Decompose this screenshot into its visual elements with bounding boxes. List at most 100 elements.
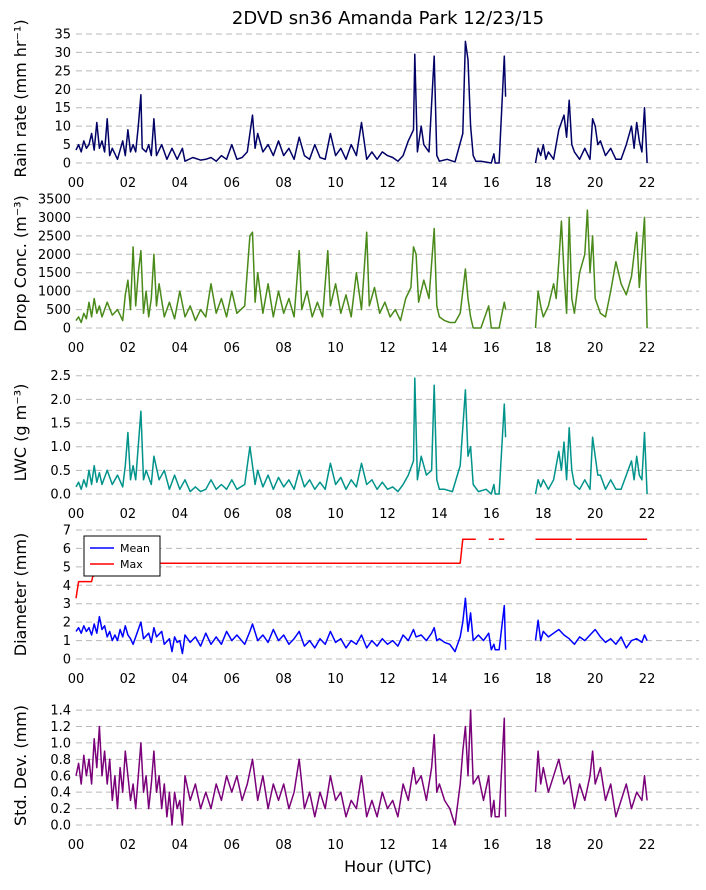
y-tick-label: 1.2 bbox=[50, 720, 71, 735]
y-tick-label: 4 bbox=[63, 579, 71, 594]
y-tick-label: 0.5 bbox=[50, 464, 71, 479]
series-line-5 bbox=[75, 709, 507, 826]
x-tick-label: 04 bbox=[172, 341, 189, 356]
y-tick-label: 2.5 bbox=[50, 369, 71, 384]
y-tick-label: 7 bbox=[63, 524, 71, 539]
series-line-1 bbox=[534, 99, 648, 164]
y-axis-label: Diameter (mm) bbox=[11, 533, 30, 656]
x-tick-label: 06 bbox=[223, 838, 240, 853]
y-tick-label: 15 bbox=[54, 101, 71, 116]
x-tick-label: 06 bbox=[223, 341, 240, 356]
y-tick-label: 1000 bbox=[38, 285, 71, 300]
x-tick-label: 18 bbox=[535, 672, 552, 687]
y-tick-label: 6 bbox=[63, 542, 71, 557]
x-tick-label: 00 bbox=[68, 507, 85, 522]
x-axis-label: Hour (UTC) bbox=[344, 857, 432, 876]
y-tick-label: 2.0 bbox=[50, 393, 71, 408]
y-tick-label: 10 bbox=[54, 120, 71, 135]
x-tick-label: 16 bbox=[483, 341, 500, 356]
chart-title: 2DVD sn36 Amanda Park 12/23/15 bbox=[232, 8, 544, 29]
series-line-5 bbox=[534, 750, 648, 818]
series-line-1 bbox=[75, 40, 507, 164]
panel-5: 0.0 0.20.4 0.60.8 1.01.21.4 00 02 04 06 08 10 12 14… bbox=[11, 704, 699, 853]
y-tick-label: 0.2 bbox=[50, 802, 71, 817]
x-tick-label: 18 bbox=[535, 838, 552, 853]
x-tick-label: 12 bbox=[379, 672, 396, 687]
y-tick-label: 0 bbox=[63, 322, 71, 337]
y-axis-label: Rain rate (mm hr⁻¹) bbox=[11, 19, 30, 177]
panel-3: 0.0 0.5 1.0 1.5 2.0 2.5 00 02 04 06 08 10 12 14 16 18 20… bbox=[11, 369, 699, 522]
x-tick-label: 00 bbox=[68, 672, 85, 687]
x-tick-label: 16 bbox=[483, 176, 500, 191]
y-tick-label: 1.0 bbox=[50, 440, 71, 455]
y-tick-label: 2 bbox=[63, 616, 71, 631]
x-tick-label: 08 bbox=[275, 176, 292, 191]
x-tick-label: 02 bbox=[120, 176, 137, 191]
y-tick-label: 35 bbox=[54, 28, 71, 43]
x-tick-label: 00 bbox=[68, 341, 85, 356]
y-tick-label: 0.0 bbox=[50, 488, 71, 503]
x-tick-label: 10 bbox=[327, 672, 344, 687]
y-tick-label: 5 bbox=[63, 138, 71, 153]
x-tick-label: 02 bbox=[120, 507, 137, 522]
x-tick-label: 12 bbox=[379, 341, 396, 356]
x-tick-label: 18 bbox=[535, 341, 552, 356]
y-tick-label: 1.5 bbox=[50, 417, 71, 432]
x-tick-label: 16 bbox=[483, 672, 500, 687]
x-tick-label: 14 bbox=[431, 176, 448, 191]
y-tick-label: 25 bbox=[54, 64, 71, 79]
y-tick-label: 5 bbox=[63, 560, 71, 575]
x-tick-label: 10 bbox=[327, 341, 344, 356]
x-tick-label: 18 bbox=[535, 176, 552, 191]
y-tick-label: 0 bbox=[63, 157, 71, 172]
x-tick-label: 22 bbox=[639, 341, 656, 356]
x-tick-label: 20 bbox=[587, 672, 604, 687]
x-tick-label: 00 bbox=[68, 176, 85, 191]
y-tick-label: 30 bbox=[54, 46, 71, 61]
x-tick-label: 06 bbox=[223, 672, 240, 687]
x-tick-label: 00 bbox=[68, 838, 85, 853]
y-tick-label: 1.4 bbox=[50, 704, 71, 719]
x-tick-label: 10 bbox=[327, 507, 344, 522]
x-tick-label: 20 bbox=[587, 341, 604, 356]
x-tick-label: 08 bbox=[275, 341, 292, 356]
y-tick-label: 3 bbox=[63, 597, 71, 612]
x-tick-label: 12 bbox=[379, 507, 396, 522]
panel-1: 0 5 10 15 20 25 30 35 00 02 04 06 08 10 12 14 16 18 20 22 Ra… bbox=[11, 19, 699, 191]
series-line-3 bbox=[534, 427, 648, 495]
series-line-2 bbox=[75, 227, 507, 329]
y-tick-label: 3000 bbox=[38, 211, 71, 226]
y-axis-label: Drop Conc. (m⁻³) bbox=[11, 195, 30, 332]
y-tick-label: 0 bbox=[63, 653, 71, 668]
x-tick-label: 08 bbox=[275, 507, 292, 522]
x-tick-label: 04 bbox=[172, 672, 189, 687]
x-tick-label: 14 bbox=[431, 507, 448, 522]
x-tick-label: 12 bbox=[379, 838, 396, 853]
y-tick-label: 3500 bbox=[38, 193, 71, 208]
x-tick-label: 16 bbox=[483, 507, 500, 522]
y-tick-label: 0.6 bbox=[50, 769, 71, 784]
x-tick-label: 20 bbox=[587, 838, 604, 853]
y-tick-label: 1500 bbox=[38, 266, 71, 281]
x-tick-label: 22 bbox=[639, 838, 656, 853]
x-tick-label: 08 bbox=[275, 838, 292, 853]
x-tick-label: 14 bbox=[431, 838, 448, 853]
x-tick-label: 20 bbox=[587, 507, 604, 522]
x-tick-label: 14 bbox=[431, 672, 448, 687]
y-tick-label: 0.0 bbox=[50, 819, 71, 834]
y-axis-label: Std. Dev. (mm) bbox=[11, 705, 30, 826]
x-tick-label: 02 bbox=[120, 341, 137, 356]
panel-2: 0 500 1000 1500 2000 2500 3000 3500 00 02 04 06 08 10… bbox=[11, 193, 699, 356]
x-tick-label: 12 bbox=[379, 176, 396, 191]
x-tick-label: 02 bbox=[120, 672, 137, 687]
legend: Mean Max bbox=[83, 535, 161, 577]
x-tick-label: 16 bbox=[483, 838, 500, 853]
x-tick-label: 18 bbox=[535, 507, 552, 522]
y-tick-label: 0.4 bbox=[50, 786, 71, 801]
y-tick-label: 2000 bbox=[38, 248, 71, 263]
x-tick-label: 22 bbox=[639, 176, 656, 191]
